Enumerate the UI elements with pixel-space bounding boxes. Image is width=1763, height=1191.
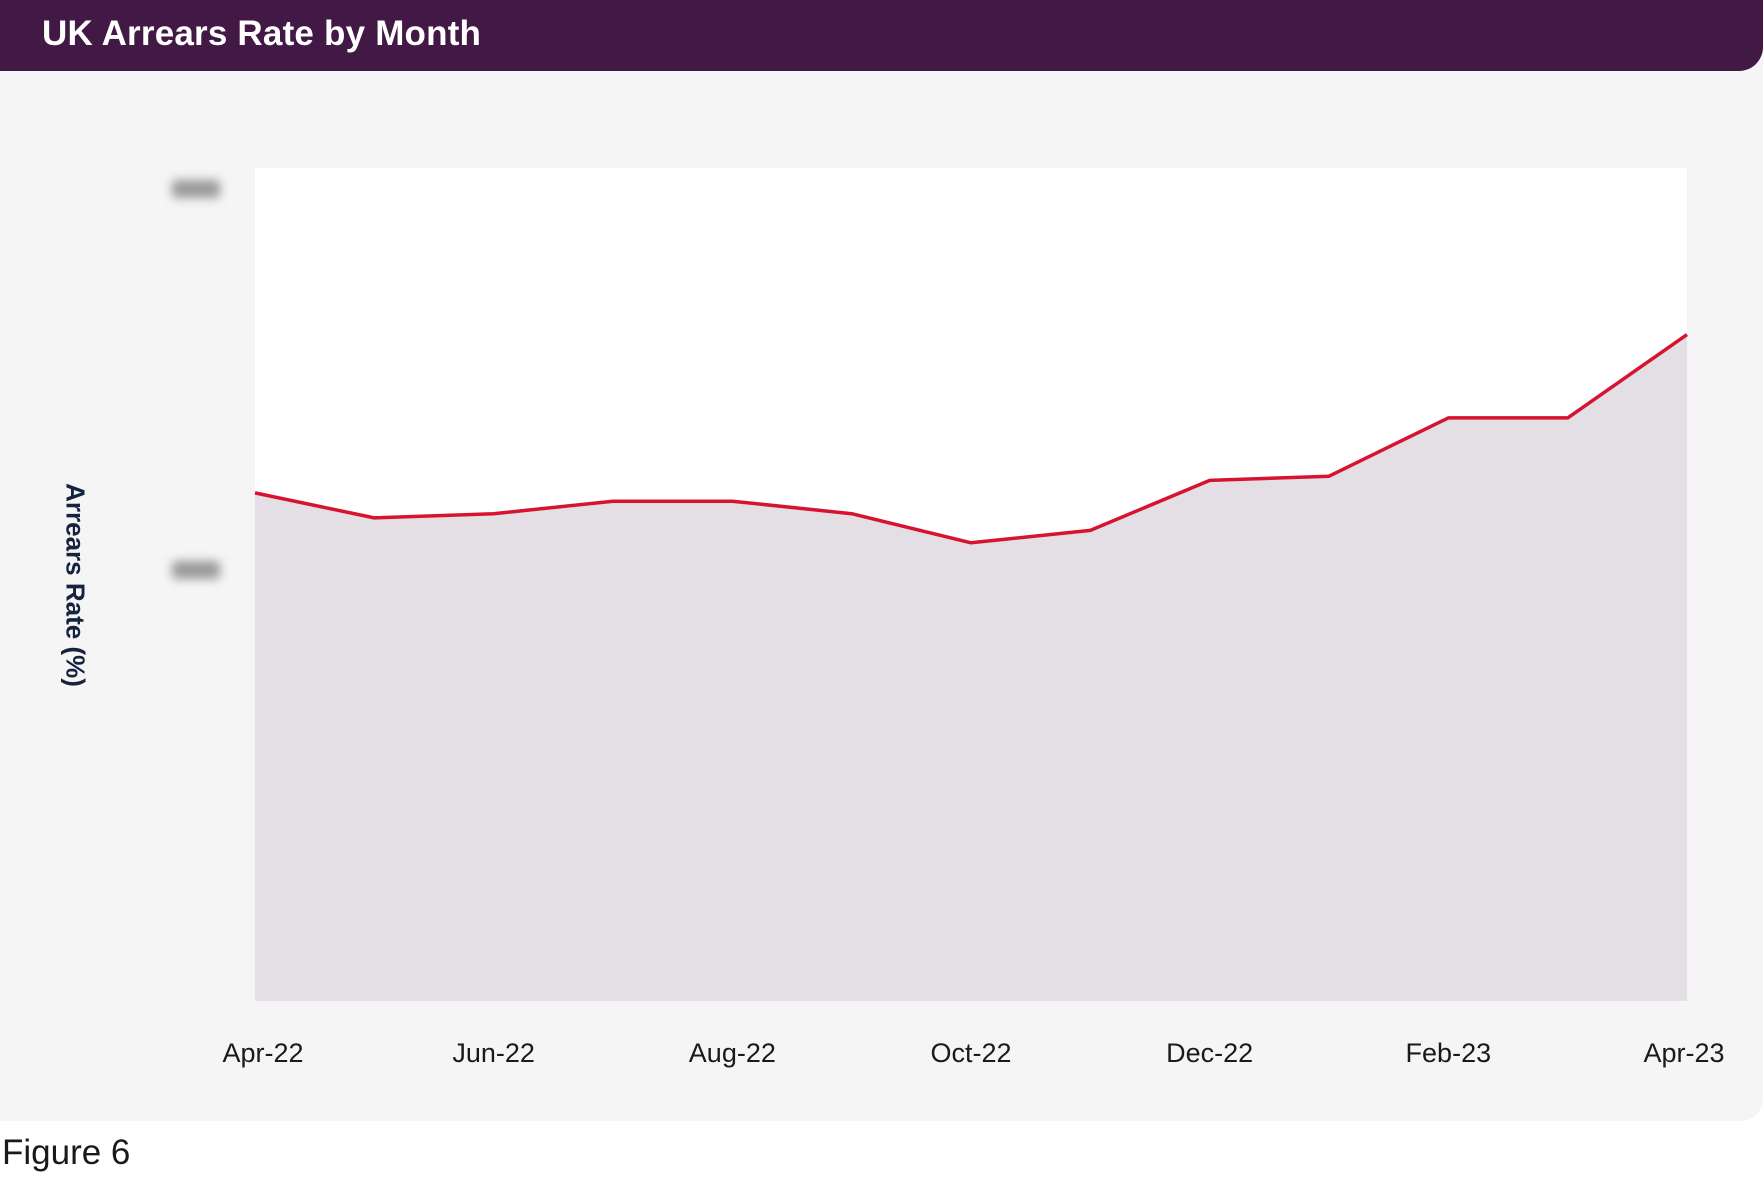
y-tick-label-middle <box>172 561 220 579</box>
figure-card: UK Arrears Rate by Month Arrears Rate (%… <box>0 0 1763 1068</box>
x-tick-label: Feb-23 <box>1405 1038 1492 1068</box>
series-line <box>254 333 1689 545</box>
x-tick-label: Dec-22 <box>1166 1038 1254 1068</box>
x-tick-label: Apr-22 <box>222 1038 304 1068</box>
title-bar: UK Arrears Rate by Month <box>0 0 1763 71</box>
y-axis-title: Arrears Rate (%) <box>60 483 91 687</box>
chart-title: UK Arrears Rate by Month <box>42 14 482 53</box>
chart-svg <box>254 333 1689 1002</box>
x-tick-label: Aug-22 <box>688 1038 776 1068</box>
figure-caption: Figure 6 <box>2 1133 131 1172</box>
x-tick-label: Apr-23 <box>1643 1038 1725 1068</box>
y-tick-label-top <box>172 180 220 198</box>
x-tick-label: Jun-22 <box>452 1038 535 1068</box>
x-tick-label: Oct-22 <box>930 1038 1012 1068</box>
